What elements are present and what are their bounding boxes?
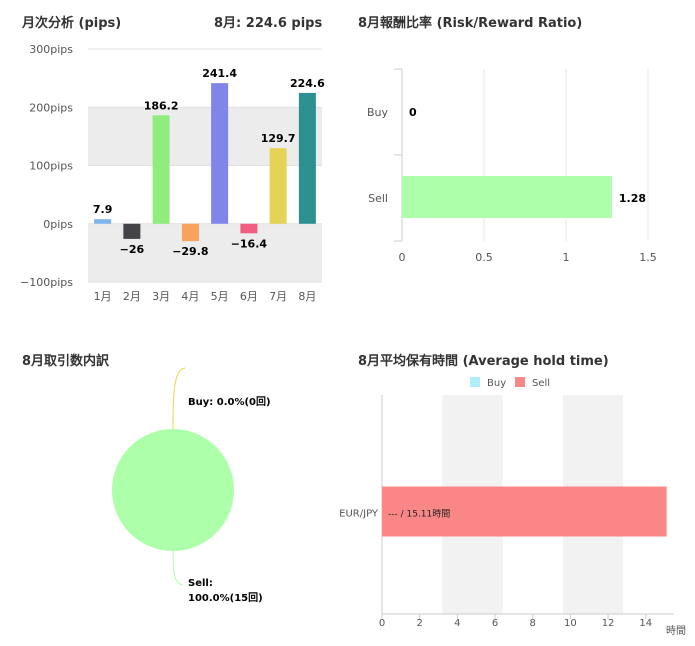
pie-label: Sell: xyxy=(188,578,213,589)
x-axis-unit: 時間 xyxy=(666,625,686,637)
x-tick-label: 0 xyxy=(399,251,406,264)
bar xyxy=(402,176,612,218)
x-tick-label: 2 xyxy=(416,618,422,629)
data-label: --- / 15.11時間 xyxy=(388,509,450,520)
x-tick-label: 0.5 xyxy=(475,251,493,264)
x-tick-label: 0 xyxy=(379,618,385,629)
x-tick-label: 3月 xyxy=(152,290,170,303)
data-label: 0 xyxy=(409,106,417,119)
x-tick-label: 5月 xyxy=(211,290,229,303)
monthly-summary: 8月: 224.6 pips xyxy=(214,16,323,31)
x-tick-label: 4月 xyxy=(181,290,199,303)
legend-label: Sell xyxy=(532,378,550,389)
pie-label: Buy: 0.0%(0回) xyxy=(188,396,271,408)
connector-line xyxy=(172,367,186,430)
x-tick-label: 14 xyxy=(639,618,652,629)
bar xyxy=(240,223,258,234)
x-tick-label: 12 xyxy=(602,618,615,629)
data-label: 7.9 xyxy=(93,203,113,216)
y-tick-label: Buy xyxy=(367,106,389,119)
y-tick-label: 200pips xyxy=(29,101,73,114)
y-tick-label: 0pips xyxy=(43,218,73,231)
x-tick-label: 6月 xyxy=(240,290,258,303)
x-tick-label: 1 xyxy=(563,251,570,264)
bar xyxy=(181,223,199,242)
bar xyxy=(382,486,667,537)
data-label: 224.6 xyxy=(290,77,325,90)
data-label: −26 xyxy=(120,243,145,256)
data-label: 129.7 xyxy=(261,132,296,145)
y-tick-label: 300pips xyxy=(29,43,73,56)
x-tick-label: 7月 xyxy=(269,290,287,303)
pie-slice xyxy=(112,429,234,551)
legend-label: Buy xyxy=(487,378,506,389)
data-label: 1.28 xyxy=(619,192,646,205)
trades-title: 8月取引数内訳 xyxy=(22,354,110,369)
x-tick-label: 8 xyxy=(530,618,536,629)
x-tick-label: 2月 xyxy=(123,290,141,303)
y-tick-label: Sell xyxy=(368,192,388,205)
bar xyxy=(269,148,287,224)
legend-swatch xyxy=(515,377,525,387)
x-tick-label: 1月 xyxy=(94,290,112,303)
x-tick-label: 4 xyxy=(454,618,460,629)
connector-line xyxy=(172,550,184,586)
data-label: 186.2 xyxy=(144,99,179,112)
risk-title: 8月報酬比率 (Risk/Reward Ratio) xyxy=(358,16,583,31)
y-tick-label: −100pips xyxy=(20,276,73,289)
legend-swatch xyxy=(470,377,480,387)
bar xyxy=(298,92,316,224)
x-tick-label: 10 xyxy=(564,618,577,629)
bar xyxy=(152,115,170,224)
y-tick-label: 100pips xyxy=(29,160,73,173)
hold-title: 8月平均保有時間 (Average hold time) xyxy=(358,354,609,369)
bar xyxy=(94,219,112,224)
data-label: 241.4 xyxy=(202,67,237,80)
monthly-title: 月次分析 (pips) xyxy=(22,16,122,31)
y-tick-label: EUR/JPY xyxy=(339,509,379,520)
x-tick-label: 8月 xyxy=(298,290,316,303)
bar xyxy=(211,83,229,224)
bar xyxy=(123,223,141,239)
x-tick-label: 1.5 xyxy=(639,251,657,264)
pie-label: 100.0%(15回) xyxy=(188,592,263,604)
data-label: −29.8 xyxy=(172,245,208,258)
x-tick-label: 6 xyxy=(492,618,498,629)
data-label: −16.4 xyxy=(231,237,268,250)
